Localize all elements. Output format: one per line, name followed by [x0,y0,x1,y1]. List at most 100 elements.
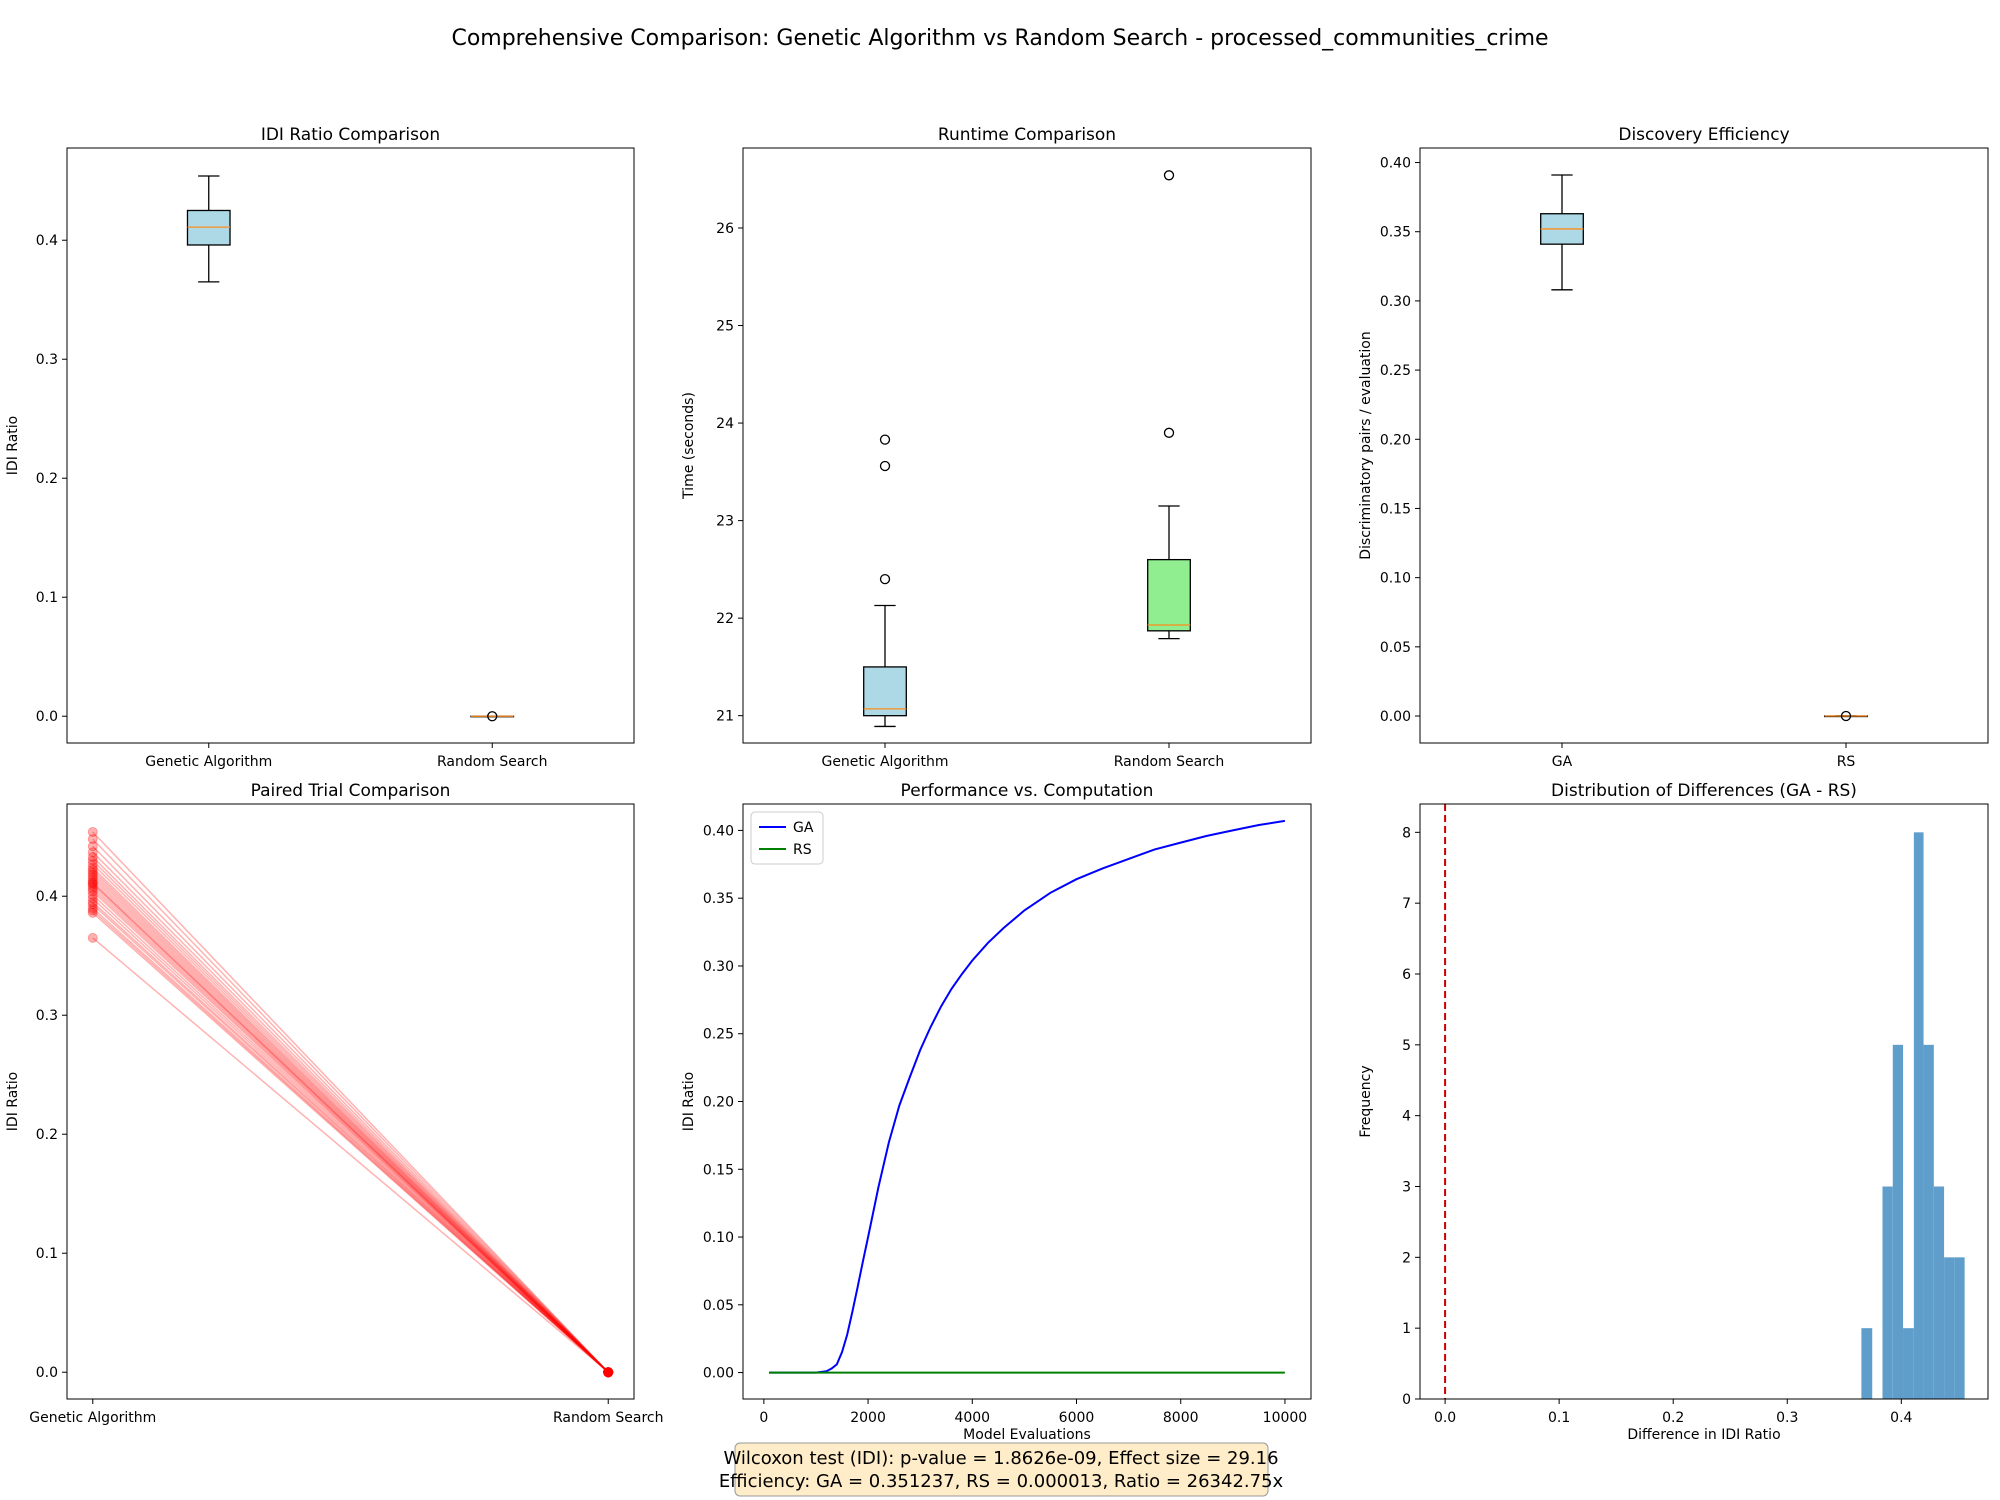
y-tick-label: 2 [1402,1250,1411,1266]
y-tick-label: 0.00 [1380,709,1411,725]
paired-trial-line [92,907,609,1373]
y-tick-label: 0.10 [1380,571,1411,587]
y-tick-label: 1 [1402,1321,1411,1337]
paired-point-ga [87,855,98,866]
paired-point-rs [603,1367,614,1378]
y-tick-label: 0.35 [1380,225,1411,241]
paired-point-rs [603,1367,614,1378]
paired-point-rs [603,1367,614,1378]
x-tick-label: 4000 [954,1410,990,1426]
subplot-3: Discovery Efficiency 0.00 0.05 0.10 0.15 0.20… [1358,125,1989,770]
paired-point-ga [87,878,98,889]
histogram-bar [1923,1044,1934,1399]
paired-trial-line [92,937,609,1373]
paired-point-ga [87,834,98,845]
y-tick-label: 4 [1402,1109,1411,1125]
y-tick-label: 0.00 [703,1366,734,1382]
y-tick-label: 0.20 [703,1095,734,1111]
box-outlier [1840,710,1852,722]
paired-point-rs [603,1367,614,1378]
legend-label-ga: GA [793,820,814,836]
paired-trial-line [92,912,609,1373]
subplot-title: Distribution of Differences (GA - RS) [1551,781,1857,801]
y-tick-label: 0.2 [36,1127,58,1143]
histogram-bar [1861,1328,1873,1399]
subplot-grid: IDI Ratio Comparison 0.0 0.1 0.2 0.3 0.4 IDI R… [5,125,1989,1443]
histogram-bar [1933,1186,1945,1399]
stats-line-efficiency: Efficiency: GA = 0.351237, RS = 0.000013… [719,1471,1284,1492]
plot-frame [66,803,635,1400]
paired-point-ga [87,890,98,901]
x-tick-label: Random Search [553,1410,664,1426]
stats-line-wilcoxon: Wilcoxon test (IDI): p-value = 1.8626e-0… [723,1448,1278,1469]
x-tick-label: RS [1837,754,1856,770]
paired-point-ga [87,872,98,883]
y-tick-label: 0.30 [703,959,734,975]
paired-point-rs [603,1367,614,1378]
box-outlier [879,434,891,445]
x-tick-label: 0.4 [1890,1410,1912,1426]
paired-point-ga [87,903,98,914]
x-tick-label: Random Search [437,754,548,770]
paired-point-rs [603,1367,614,1378]
box-outlier [879,573,891,585]
paired-point-rs [603,1367,614,1378]
stats-box: Wilcoxon test (IDI): p-value = 1.8626e-0… [719,1442,1284,1497]
y-tick-label: 0.25 [1380,363,1411,379]
plot-frame [66,147,635,744]
y-tick-label: 23 [716,514,734,530]
x-tick-label: 2000 [850,1410,886,1426]
x-axis-label: Difference in IDI Ratio [1627,1427,1780,1443]
paired-point-rs [603,1367,614,1378]
paired-point-ga [87,886,98,897]
y-tick-label: 5 [1402,1038,1411,1054]
paired-point-rs [603,1367,614,1378]
y-tick-label: 25 [716,319,734,335]
y-axis-label: IDI Ratio [5,416,21,475]
box-outlier [1163,170,1175,181]
paired-trial-line [92,869,609,1373]
plot-frame [1419,803,1989,1400]
y-tick-label: 24 [716,416,734,432]
paired-trial-line [92,867,609,1373]
paired-trial-line [92,845,609,1373]
paired-point-ga [87,899,98,910]
paired-trial-line [92,890,609,1373]
x-tick-label: 0.2 [1662,1410,1684,1426]
paired-trial-line [92,882,609,1373]
y-tick-label: 0.30 [1380,294,1411,310]
paired-point-rs [603,1367,614,1378]
paired-point-rs [603,1367,614,1378]
subplot-1: IDI Ratio Comparison 0.0 0.1 0.2 0.3 0.4 IDI R… [5,125,635,770]
y-tick-label: 0.1 [36,1246,58,1262]
histogram-bar [1944,1257,1955,1399]
y-tick-label: 0.35 [703,891,734,907]
plot-frame [742,803,1312,1400]
x-tick-label: Genetic Algorithm [821,754,948,770]
subplot-4: Paired Trial Comparison 0.0 0.1 0.2 0.3 0.4 ID… [5,781,663,1426]
y-tick-label: 0.1 [36,590,58,606]
paired-trial-line [92,874,609,1373]
paired-trial-line [92,851,609,1373]
y-tick-label: 0.10 [703,1230,734,1246]
legend-label-rs: RS [793,842,812,858]
paired-trial-line [92,898,609,1373]
y-tick-label: 22 [716,611,734,627]
paired-point-ga [87,907,98,918]
y-tick-label: 0.2 [36,471,58,487]
paired-trial-line [92,879,609,1373]
y-tick-label: 0.15 [1380,501,1411,517]
paired-trial-line [92,871,609,1373]
y-tick-label: 7 [1402,896,1411,912]
x-tick-label: Genetic Algorithm [29,1410,156,1426]
paired-point-ga [87,874,98,885]
figure-title: Comprehensive Comparison: Genetic Algori… [451,26,1548,51]
x-tick-label: GA [1552,754,1573,770]
histogram-bar [1892,1044,1904,1399]
y-tick-label: 0.40 [703,823,734,839]
paired-point-rs [603,1367,614,1378]
paired-trial-line [92,886,609,1373]
y-tick-label: 0.05 [703,1298,734,1314]
box-outlier [1163,427,1175,438]
